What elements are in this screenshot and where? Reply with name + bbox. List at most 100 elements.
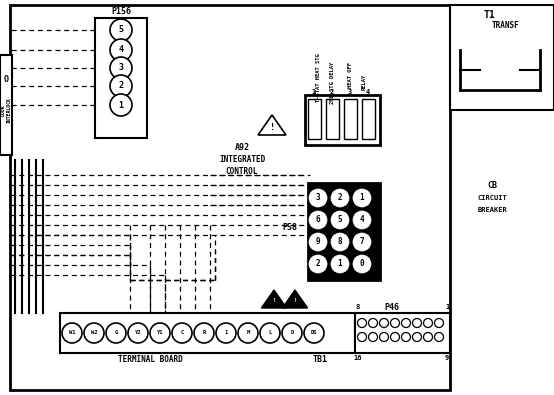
Bar: [95, 18, 147, 138]
Circle shape: [309, 189, 327, 207]
Circle shape: [434, 333, 444, 342]
Circle shape: [391, 333, 399, 342]
Text: 1: 1: [360, 194, 365, 203]
Text: DS: DS: [311, 331, 317, 335]
Text: CONTROL: CONTROL: [226, 167, 258, 177]
Text: 2: 2: [119, 81, 124, 90]
Text: Y1: Y1: [157, 331, 163, 335]
Bar: [308, 99, 321, 139]
Text: INTEGRATED: INTEGRATED: [219, 156, 265, 164]
Circle shape: [357, 318, 367, 327]
Circle shape: [391, 318, 399, 327]
Circle shape: [331, 189, 349, 207]
Text: 6: 6: [316, 216, 320, 224]
Text: 16: 16: [354, 355, 362, 361]
Bar: [60, 313, 355, 353]
Text: !: !: [273, 297, 276, 303]
Bar: [362, 99, 375, 139]
Bar: [305, 95, 380, 145]
Text: P46: P46: [384, 303, 399, 312]
Text: D: D: [290, 331, 294, 335]
Circle shape: [379, 333, 388, 342]
Text: G: G: [114, 331, 117, 335]
Text: 1: 1: [445, 304, 449, 310]
Circle shape: [353, 233, 371, 251]
Text: 5: 5: [119, 26, 124, 34]
Text: M: M: [247, 331, 250, 335]
Circle shape: [379, 318, 388, 327]
Bar: [0, 55, 12, 155]
Text: 2: 2: [316, 260, 320, 269]
Circle shape: [309, 211, 327, 229]
Circle shape: [172, 323, 192, 343]
Text: DOOR
INTERLOCK: DOOR INTERLOCK: [1, 97, 12, 123]
Text: 8: 8: [356, 304, 360, 310]
Circle shape: [353, 255, 371, 273]
Text: 9: 9: [316, 237, 320, 246]
Circle shape: [84, 323, 104, 343]
Circle shape: [282, 323, 302, 343]
Text: 5: 5: [338, 216, 342, 224]
Text: HEAT OFF: HEAT OFF: [348, 62, 353, 88]
Text: R: R: [202, 331, 206, 335]
Bar: [355, 313, 450, 353]
Bar: [344, 99, 357, 139]
Circle shape: [309, 255, 327, 273]
Text: O: O: [3, 75, 8, 85]
Circle shape: [260, 323, 280, 343]
Circle shape: [353, 189, 371, 207]
Polygon shape: [258, 115, 286, 135]
Text: 3: 3: [348, 89, 352, 95]
Text: TB1: TB1: [312, 356, 327, 365]
Circle shape: [413, 318, 422, 327]
Text: C: C: [181, 331, 183, 335]
Circle shape: [331, 255, 349, 273]
Circle shape: [110, 75, 132, 97]
Text: L: L: [268, 331, 271, 335]
Bar: [450, 5, 554, 110]
Circle shape: [216, 323, 236, 343]
Circle shape: [106, 323, 126, 343]
Circle shape: [110, 39, 132, 61]
Text: W2: W2: [91, 331, 98, 335]
Text: Y2: Y2: [135, 331, 141, 335]
Text: 2: 2: [338, 194, 342, 203]
Text: 9: 9: [445, 355, 449, 361]
Text: 8: 8: [338, 237, 342, 246]
Polygon shape: [283, 290, 307, 308]
Circle shape: [357, 333, 367, 342]
Bar: [308, 183, 380, 280]
Text: 2ND STG DELAY: 2ND STG DELAY: [331, 62, 336, 104]
Circle shape: [434, 318, 444, 327]
Text: P58: P58: [283, 224, 297, 233]
Text: W1: W1: [69, 331, 75, 335]
Text: 1: 1: [312, 89, 316, 95]
Text: 4: 4: [119, 45, 124, 55]
Text: 0: 0: [360, 260, 365, 269]
Text: T1: T1: [484, 10, 496, 20]
Text: RELAY: RELAY: [362, 74, 367, 90]
Text: 1: 1: [119, 100, 124, 109]
Circle shape: [368, 318, 377, 327]
Text: 3: 3: [316, 194, 320, 203]
Circle shape: [423, 333, 433, 342]
Circle shape: [110, 94, 132, 116]
Text: TERMINAL BOARD: TERMINAL BOARD: [117, 356, 182, 365]
Circle shape: [402, 333, 411, 342]
Circle shape: [62, 323, 82, 343]
Circle shape: [413, 333, 422, 342]
Text: 4: 4: [360, 216, 365, 224]
Text: TRANSF: TRANSF: [491, 21, 519, 30]
Circle shape: [194, 323, 214, 343]
Circle shape: [368, 333, 377, 342]
Text: 3: 3: [119, 64, 124, 73]
Bar: [10, 5, 450, 390]
Text: T-STAT HEAT STG: T-STAT HEAT STG: [315, 54, 321, 102]
Circle shape: [110, 19, 132, 41]
Circle shape: [238, 323, 258, 343]
Circle shape: [110, 57, 132, 79]
Circle shape: [150, 323, 170, 343]
Text: 2: 2: [330, 89, 334, 95]
Text: 7: 7: [360, 237, 365, 246]
Circle shape: [402, 318, 411, 327]
